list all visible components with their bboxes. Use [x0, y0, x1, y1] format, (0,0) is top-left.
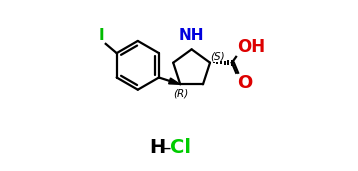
Text: Cl: Cl — [170, 138, 191, 157]
Text: –: – — [162, 139, 170, 157]
Text: H: H — [149, 138, 165, 157]
Text: I: I — [99, 28, 105, 43]
Polygon shape — [169, 78, 180, 84]
Text: NH: NH — [179, 28, 204, 43]
Text: OH: OH — [237, 38, 265, 56]
Text: (R): (R) — [174, 89, 189, 98]
Text: O: O — [237, 74, 252, 92]
Text: (S): (S) — [211, 51, 225, 61]
